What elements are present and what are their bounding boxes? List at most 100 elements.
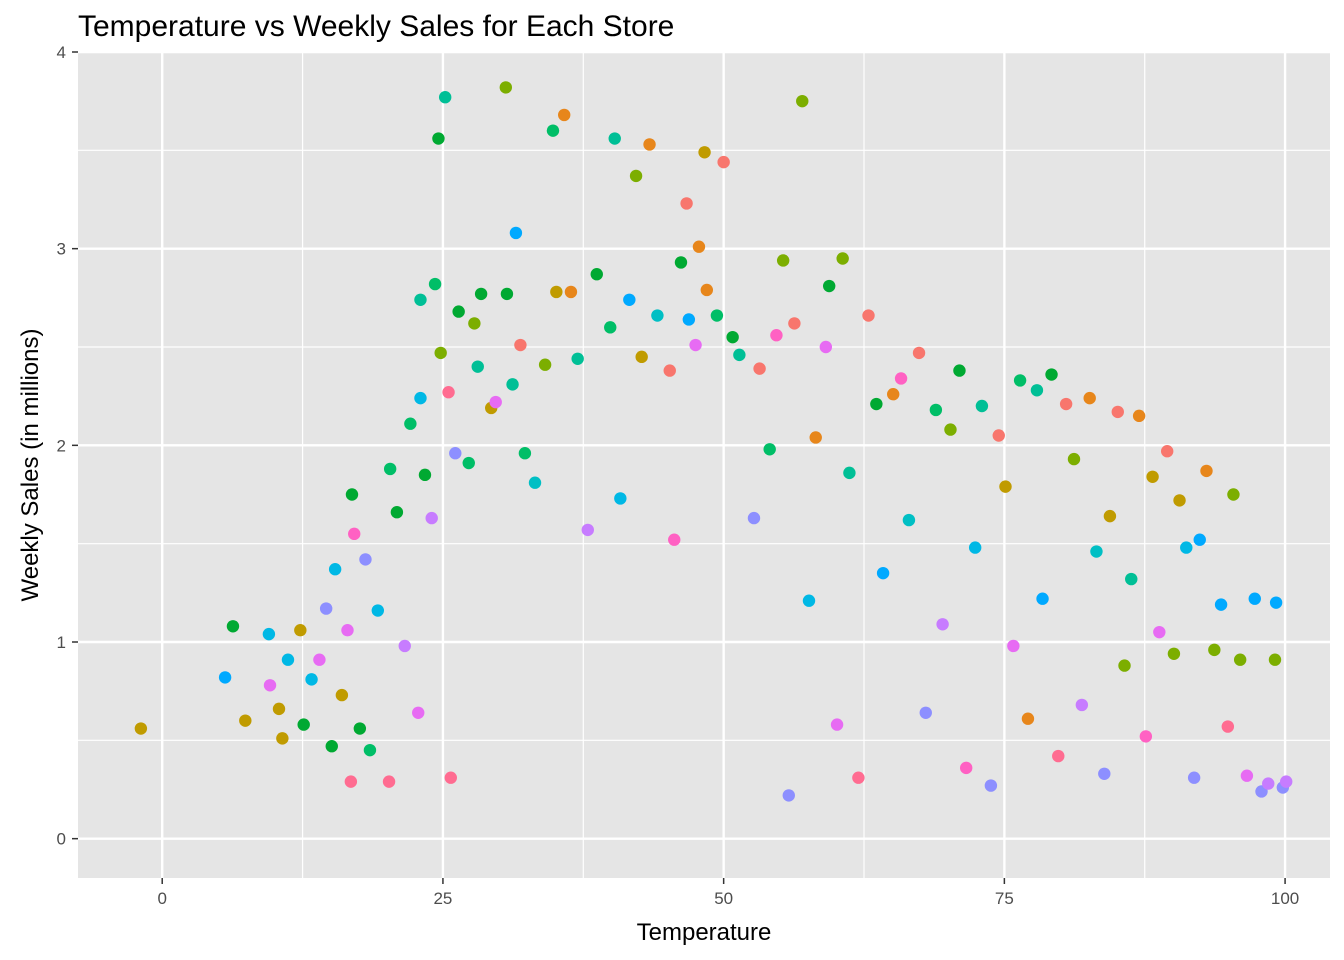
data-point	[276, 732, 289, 745]
data-point	[604, 321, 617, 334]
y-tick-label: 2	[57, 436, 66, 455]
data-point	[1193, 533, 1206, 546]
data-point	[444, 771, 457, 784]
data-point	[412, 706, 425, 719]
data-point	[1139, 730, 1153, 743]
data-point	[936, 618, 949, 631]
x-tick-label: 0	[157, 889, 166, 908]
data-point	[1030, 384, 1044, 397]
data-point	[558, 108, 571, 122]
data-point	[959, 761, 973, 775]
data-point	[1007, 639, 1020, 653]
data-point	[680, 197, 693, 210]
data-point	[984, 779, 998, 792]
data-point	[912, 346, 926, 360]
data-point	[404, 417, 417, 430]
x-tick-label: 100	[1271, 889, 1299, 908]
data-point	[1240, 769, 1254, 782]
data-point	[852, 771, 865, 784]
data-point	[753, 362, 766, 375]
data-point	[830, 718, 844, 731]
data-point	[733, 348, 746, 362]
data-point	[1013, 374, 1027, 387]
data-point	[717, 155, 730, 169]
data-point	[564, 285, 578, 299]
data-point	[538, 358, 552, 371]
chart-title: Temperature vs Weekly Sales for Each Sto…	[78, 10, 675, 43]
data-point	[345, 488, 359, 501]
data-point	[506, 378, 519, 391]
data-point	[770, 329, 783, 342]
y-tick-label: 4	[57, 43, 66, 62]
data-point	[571, 352, 584, 365]
data-point	[1125, 572, 1138, 586]
data-point	[438, 91, 452, 104]
data-point	[305, 673, 318, 686]
data-point	[1262, 777, 1275, 790]
data-point	[1146, 470, 1159, 483]
data-point	[919, 706, 932, 719]
data-point	[843, 466, 856, 480]
data-point	[929, 403, 943, 417]
data-point	[1083, 391, 1096, 405]
data-point	[836, 252, 849, 265]
plot-panel	[78, 52, 1330, 878]
data-point	[1067, 452, 1081, 466]
data-point	[432, 132, 445, 145]
data-point	[462, 456, 475, 470]
y-axis-title: Weekly Sales (in millions)	[17, 329, 44, 602]
data-point	[953, 364, 966, 377]
data-point	[353, 722, 367, 735]
data-point	[1045, 368, 1058, 381]
data-point	[328, 563, 342, 576]
data-point	[1052, 749, 1065, 763]
data-point	[876, 566, 890, 580]
data-point	[763, 443, 776, 456]
data-point	[700, 283, 714, 297]
data-point	[788, 317, 801, 330]
data-point	[550, 285, 563, 299]
data-point	[1208, 643, 1221, 657]
data-point	[262, 627, 276, 641]
data-point	[500, 287, 514, 301]
data-point	[263, 679, 277, 692]
data-point	[894, 372, 908, 385]
data-point	[862, 309, 875, 322]
data-point	[1090, 545, 1103, 558]
data-points	[134, 81, 1293, 802]
data-point	[1167, 647, 1181, 660]
data-point	[590, 268, 603, 281]
data-point	[528, 476, 542, 489]
data-point	[428, 277, 442, 291]
data-point	[294, 624, 307, 637]
data-point	[1180, 541, 1193, 554]
data-point	[1233, 653, 1247, 666]
y-tick-label: 1	[57, 633, 66, 652]
data-point	[692, 240, 706, 253]
y-tick-label: 3	[57, 240, 66, 259]
data-point	[1173, 494, 1186, 507]
data-point	[968, 541, 982, 554]
data-point	[371, 604, 385, 617]
data-point	[281, 653, 295, 666]
data-point	[629, 169, 643, 183]
data-point	[390, 506, 404, 519]
minor-gridlines	[78, 52, 1330, 878]
data-point	[414, 293, 427, 306]
axis-ticks: 0 25 50 75 100 0 1 2 3 4	[57, 43, 1300, 908]
data-point	[682, 313, 696, 326]
data-point	[239, 714, 252, 727]
data-point	[509, 226, 523, 240]
data-point	[1036, 592, 1049, 605]
data-point	[1118, 659, 1131, 672]
data-point	[363, 743, 377, 757]
data-point	[726, 330, 739, 344]
data-point	[452, 305, 465, 318]
data-point	[581, 523, 594, 537]
data-point	[226, 620, 240, 633]
data-point	[313, 653, 326, 666]
data-point	[514, 338, 527, 352]
data-point	[689, 338, 702, 352]
data-point	[348, 527, 361, 541]
